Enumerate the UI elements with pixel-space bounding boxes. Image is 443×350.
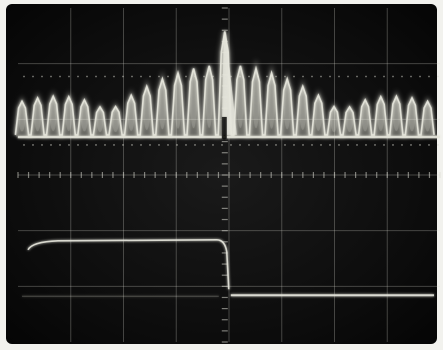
graticule-dot: [158, 75, 160, 78]
graticule-dot: [365, 144, 367, 146]
spectrum-bloom-line: [12, 30, 437, 138]
graticule-dot: [437, 144, 439, 146]
graticule-dot: [374, 75, 376, 78]
graticule-dot: [293, 75, 295, 78]
graticule-dot: [149, 75, 151, 78]
graticule-dot: [239, 144, 241, 146]
graticule-dot: [113, 75, 115, 78]
graticule-dot: [149, 144, 151, 146]
graticule-dot: [32, 75, 34, 78]
graticule-dot: [23, 75, 25, 78]
graticule-dot: [311, 75, 313, 78]
graticule-dot: [230, 144, 232, 146]
graticule-dot: [77, 144, 79, 146]
graticule-dot: [320, 75, 322, 78]
graticule-dot: [347, 75, 349, 78]
graticule-dot: [131, 75, 133, 78]
graticule-dot: [212, 144, 214, 146]
graticule-dot: [131, 144, 133, 146]
graticule-dot: [194, 144, 196, 146]
graticule-dot: [365, 75, 367, 78]
graticule-dot: [59, 144, 61, 146]
graticule-dot: [374, 144, 376, 146]
graticule-dot: [167, 75, 169, 78]
graticule-dot: [185, 144, 187, 146]
graticule-dot: [293, 144, 295, 146]
graticule-dot: [167, 144, 169, 146]
graticule-dot: [320, 144, 322, 146]
graticule-dot: [338, 75, 340, 78]
graticule-dot: [23, 144, 25, 146]
graticule-dot: [140, 144, 142, 146]
graticule-dot: [41, 144, 43, 146]
graticule-dot: [275, 75, 277, 78]
graticule-dot: [419, 75, 421, 78]
graticule-dot: [68, 75, 70, 78]
graticule-dot: [50, 75, 52, 78]
graticule-dot: [68, 144, 70, 146]
graticule-dot: [410, 144, 412, 146]
crt-face: [6, 4, 437, 344]
graticule-dot: [95, 144, 97, 146]
center-notch: [221, 116, 227, 139]
graticule-dot: [122, 75, 124, 78]
graticule-dot: [383, 144, 385, 146]
graticule-dot: [356, 75, 358, 78]
graticule-dot: [221, 144, 223, 146]
graticule-dot: [41, 75, 43, 78]
graticule-dot: [77, 75, 79, 78]
graticule-dot: [437, 75, 439, 78]
graticule-dot: [428, 144, 430, 146]
graticule-dot: [419, 144, 421, 146]
graticule-dot: [104, 144, 106, 146]
graticule-dot: [284, 144, 286, 146]
graticule-dot: [347, 144, 349, 146]
graticule-dot: [176, 144, 178, 146]
spectrum-bloom: [12, 30, 437, 138]
graticule-dot: [266, 75, 268, 78]
graticule-dot: [158, 144, 160, 146]
graticule-dot: [95, 75, 97, 78]
step-high-segment: [27, 238, 230, 290]
graticule-dot: [104, 75, 106, 78]
graticule-dot: [266, 144, 268, 146]
graticule-dot: [401, 75, 403, 78]
step-trace: [22, 238, 434, 297]
graticule-dot: [113, 144, 115, 146]
graticule-dot: [203, 144, 205, 146]
graticule-dot: [140, 75, 142, 78]
graticule-dot: [410, 75, 412, 78]
graticule-dot: [338, 144, 340, 146]
graticule-dot: [311, 144, 313, 146]
graticule-dot: [329, 75, 331, 78]
graticule-dot: [302, 75, 304, 78]
graticule-dot: [185, 75, 187, 78]
graticule-dot: [86, 144, 88, 146]
graticule-dot: [428, 75, 430, 78]
graticule-dot: [32, 144, 34, 146]
graticule-dot: [275, 144, 277, 146]
graticule-dot: [401, 144, 403, 146]
graticule-dot: [302, 144, 304, 146]
graticule-dot: [50, 144, 52, 146]
graticule-dot: [356, 144, 358, 146]
graticule-dot: [248, 144, 250, 146]
graticule-dot: [383, 75, 385, 78]
graticule-dot: [86, 75, 88, 78]
graticule-dot: [392, 75, 394, 78]
graticule-dot: [122, 144, 124, 146]
graticule-dot: [329, 144, 331, 146]
graticule-dot: [392, 144, 394, 146]
graticule-dot: [248, 75, 250, 78]
graticule-dot: [257, 144, 259, 146]
graticule-dot: [59, 75, 61, 78]
